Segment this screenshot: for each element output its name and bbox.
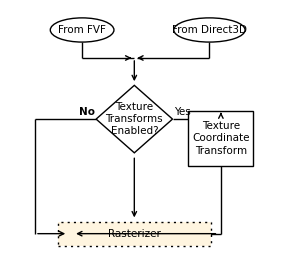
Ellipse shape (50, 18, 114, 42)
Text: No: No (79, 106, 95, 116)
Text: Yes: Yes (174, 106, 190, 116)
Bar (188, 111, 253, 166)
Bar (58, 222, 211, 246)
Text: Texture
Coordinate
Transform: Texture Coordinate Transform (192, 121, 250, 156)
Bar (58, 222, 211, 246)
Text: Texture
Transforms
Enabled?: Texture Transforms Enabled? (105, 102, 163, 136)
Text: From FVF: From FVF (58, 25, 106, 35)
Polygon shape (96, 85, 173, 153)
Text: Rasterizer: Rasterizer (108, 229, 161, 239)
Ellipse shape (174, 18, 245, 42)
Text: From Direct3D: From Direct3D (172, 25, 247, 35)
